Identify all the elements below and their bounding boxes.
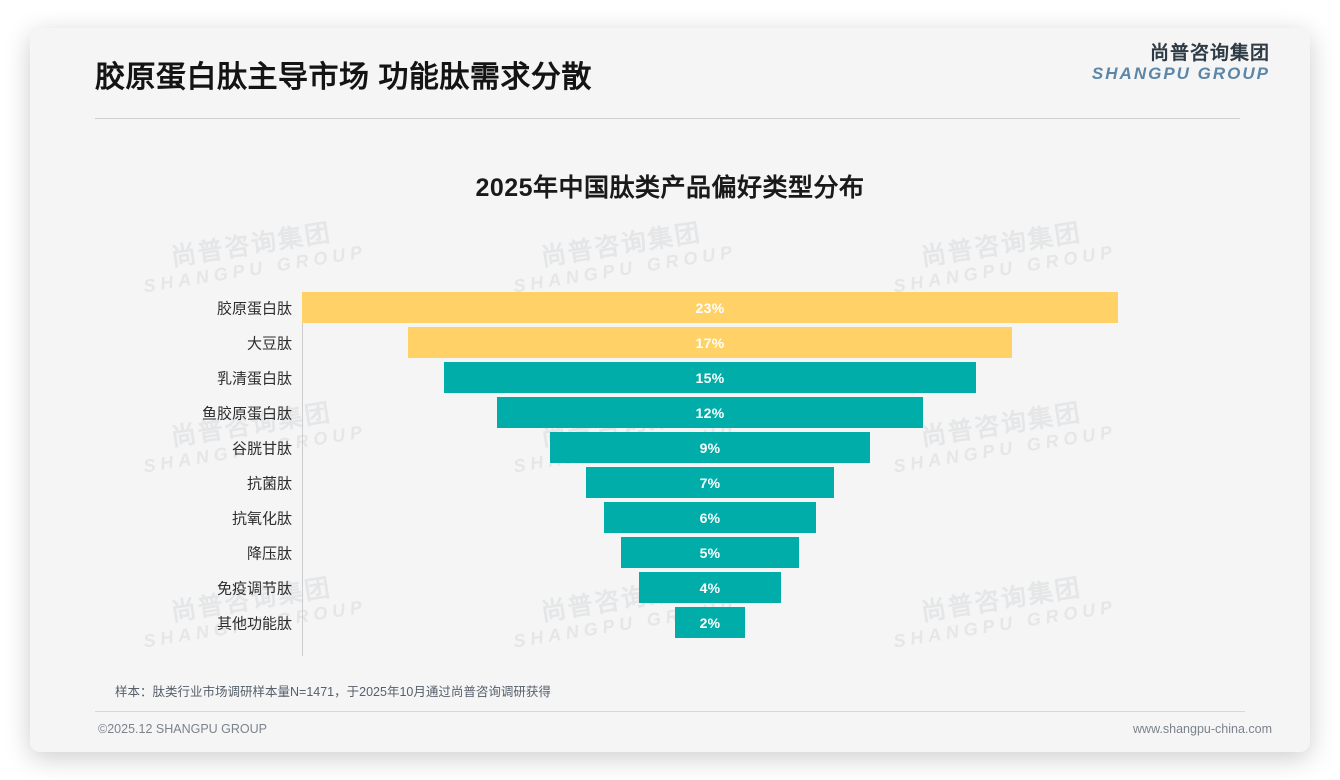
watermark-text-cn: 尚普咨询集团	[539, 218, 704, 272]
chart-bar-row: 降压肽 5%	[30, 535, 1310, 570]
chart-bar-value: 15%	[695, 369, 725, 386]
chart-category-label: 谷胱甘肽	[231, 440, 292, 457]
chart-bar-value: 7%	[699, 474, 721, 491]
chart-bar-row: 抗菌肽 7%	[30, 465, 1310, 500]
chart-bar[interactable]: 6%	[603, 502, 817, 533]
slide-card: 胶原蛋白肽主导市场 功能肽需求分散 尚普咨询集团 SHANGPU GROUP 2…	[30, 28, 1310, 752]
chart-bar-row: 谷胱甘肽 9%	[30, 430, 1310, 465]
watermark-text-cn: 尚普咨询集团	[169, 218, 334, 272]
chart-bar-value: 23%	[695, 299, 725, 316]
chart-bar[interactable]: 12%	[497, 397, 923, 428]
chart-title: 2025年中国肽类产品偏好类型分布	[475, 174, 865, 202]
chart-bar[interactable]: 23%	[302, 292, 1118, 323]
logo-text-en: SHANGPU GROUP	[1091, 63, 1270, 83]
chart-bar-row: 乳清蛋白肽 15%	[30, 360, 1310, 395]
brand-logo: 尚普咨询集团 SHANGPU GROUP	[1092, 44, 1270, 83]
chart-category-label: 鱼胶原蛋白肽	[201, 405, 292, 422]
footer-divider	[95, 711, 1245, 712]
page-title: 胶原蛋白肽主导市场 功能肽需求分散	[95, 61, 592, 94]
chart-category-label: 大豆肽	[246, 335, 292, 352]
watermark-text-en: SHANGPU GROUP	[141, 241, 369, 297]
chart-bar-value: 4%	[699, 579, 721, 596]
chart-bar-value: 2%	[699, 614, 721, 631]
chart-category-label: 其他功能肽	[216, 615, 292, 632]
chart-bar-value: 9%	[699, 439, 721, 456]
chart-bar-value: 5%	[699, 544, 721, 561]
watermark-text-cn: 尚普咨询集团	[919, 218, 1084, 272]
watermark-text-en: SHANGPU GROUP	[511, 241, 739, 297]
chart-plot-area: 尚普咨询集团 SHANGPU GROUP 尚普咨询集团 SHANGPU GROUP 尚普…	[30, 219, 1310, 658]
chart-axis-line	[302, 292, 303, 656]
chart-bar[interactable]: 7%	[585, 467, 835, 498]
chart-bar-value: 6%	[699, 509, 721, 526]
chart-category-label: 降压肽	[246, 545, 292, 562]
watermark-text-en: SHANGPU GROUP	[891, 241, 1119, 297]
chart-bar[interactable]: 15%	[443, 362, 977, 393]
slide-header: 胶原蛋白肽主导市场 功能肽需求分散 尚普咨询集团 SHANGPU GROUP	[30, 28, 1310, 120]
footer-website[interactable]: www.shangpu-china.com	[1133, 722, 1272, 736]
chart-category-label: 免疫调节肽	[216, 580, 292, 597]
header-divider	[95, 118, 1240, 119]
chart-category-label: 抗菌肽	[246, 475, 292, 492]
chart-bar-row: 大豆肽 17%	[30, 325, 1310, 360]
chart-bar-row: 其他功能肽 2%	[30, 605, 1310, 640]
chart-bar-row: 免疫调节肽 4%	[30, 570, 1310, 605]
chart-bar[interactable]: 4%	[639, 572, 781, 603]
chart-bar-value: 17%	[695, 334, 725, 351]
chart-bar-value: 12%	[695, 404, 725, 421]
chart-category-label: 乳清蛋白肽	[216, 370, 292, 387]
chart-footnote: 样本：肽类行业市场调研样本量N=1471，于2025年10月通过尚普咨询调研获得	[115, 685, 551, 699]
chart-bar[interactable]: 9%	[550, 432, 870, 463]
logo-text-cn: 尚普咨询集团	[1149, 43, 1270, 64]
chart-category-label: 胶原蛋白肽	[216, 300, 292, 317]
chart-bar-row: 抗氧化肽 6%	[30, 500, 1310, 535]
footer-copyright: ©2025.12 SHANGPU GROUP	[98, 722, 267, 736]
chart-bar[interactable]: 17%	[408, 327, 1012, 358]
chart-category-label: 抗氧化肽	[231, 510, 292, 527]
chart-bar-row: 胶原蛋白肽 23%	[30, 290, 1310, 325]
chart-bar[interactable]: 5%	[621, 537, 799, 568]
chart-bar[interactable]: 2%	[674, 607, 746, 638]
chart-bar-row: 鱼胶原蛋白肽 12%	[30, 395, 1310, 430]
